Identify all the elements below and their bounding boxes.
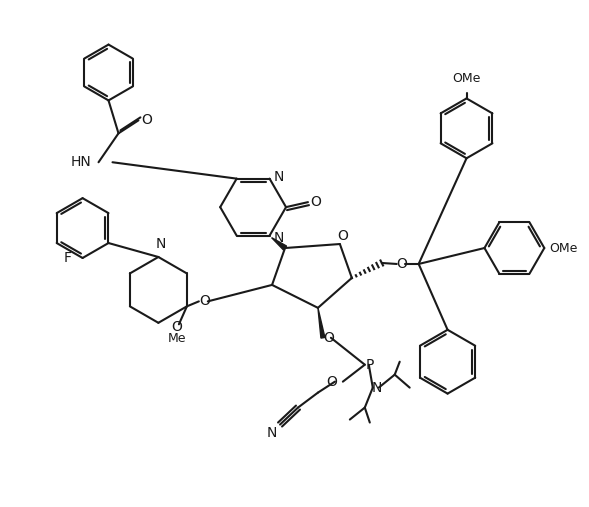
Text: Me: Me [168, 332, 186, 345]
Polygon shape [318, 308, 325, 338]
Text: O: O [171, 320, 183, 334]
Text: O: O [337, 229, 348, 243]
Text: O: O [141, 114, 152, 127]
Text: O: O [310, 195, 322, 209]
Text: OMe: OMe [452, 73, 481, 86]
Polygon shape [272, 238, 287, 250]
Text: OMe: OMe [550, 241, 578, 255]
Text: N: N [267, 425, 277, 440]
Text: HN: HN [71, 155, 91, 169]
Text: O: O [323, 331, 335, 345]
Text: N: N [273, 231, 284, 244]
Text: P: P [366, 358, 374, 372]
Text: F: F [64, 251, 72, 265]
Text: N: N [372, 381, 382, 394]
Text: O: O [396, 257, 407, 271]
Text: N: N [273, 170, 284, 184]
Text: N: N [155, 237, 166, 251]
Text: O: O [200, 295, 210, 308]
Text: O: O [326, 375, 337, 389]
